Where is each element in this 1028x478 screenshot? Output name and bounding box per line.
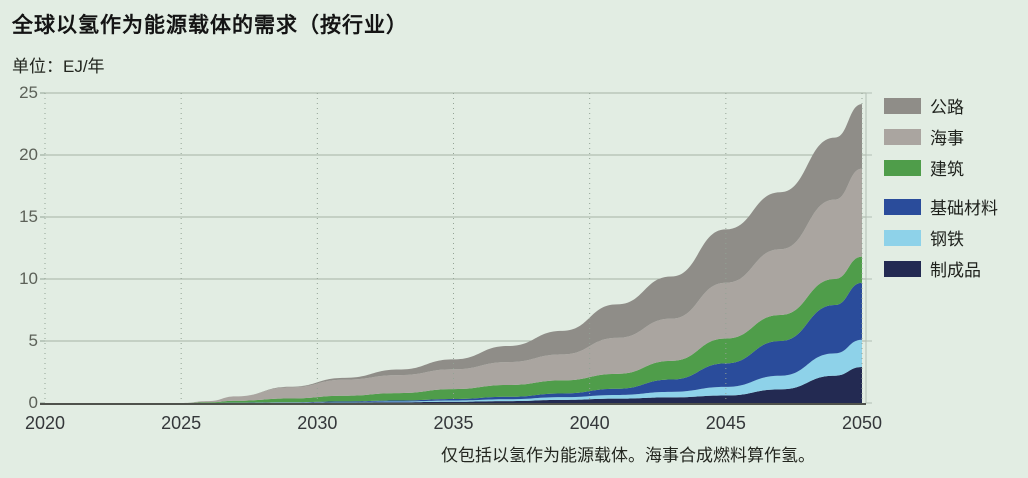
legend: 公路 海事 建筑 基础材料 钢铁 制成品 <box>884 93 998 287</box>
footnote: 仅包括以氢作为能源载体。海事合成燃料算作氢。 <box>441 446 815 465</box>
y-tick-label: 0 <box>28 393 38 412</box>
y-tick-label: 20 <box>19 145 38 164</box>
legend-swatch-manufactured-goods <box>884 260 921 277</box>
x-tick-label: 2030 <box>297 413 338 433</box>
legend-group-transport-buildings: 公路 海事 建筑 <box>884 93 998 180</box>
y-tick-label: 5 <box>28 331 38 350</box>
legend-item-basic-materials: 基础材料 <box>884 194 998 219</box>
y-tick-label: 25 <box>19 83 38 102</box>
legend-swatch-maritime <box>884 128 921 145</box>
legend-item-steel: 钢铁 <box>884 225 998 250</box>
x-tick-label: 2020 <box>24 413 66 433</box>
unit-label: 单位：EJ/年 <box>12 57 105 76</box>
x-tick-label: 2025 <box>161 413 202 433</box>
x-tick-label: 2045 <box>705 413 746 433</box>
legend-swatch-steel <box>884 229 921 246</box>
legend-label-steel: 钢铁 <box>930 230 964 249</box>
legend-label-maritime: 海事 <box>930 129 964 148</box>
legend-label-buildings: 建筑 <box>930 160 964 179</box>
x-tick-label: 2035 <box>433 413 474 433</box>
chart-title: 全球以氢作为能源载体的需求（按行业） <box>12 14 408 37</box>
x-tick-label: 2050 <box>841 413 883 433</box>
y-tick-label: 15 <box>19 207 38 226</box>
legend-label-basic-materials: 基础材料 <box>930 199 998 218</box>
legend-item-manufactured-goods: 制成品 <box>884 256 998 281</box>
legend-item-buildings: 建筑 <box>884 155 998 180</box>
legend-swatch-basic-materials <box>884 198 921 215</box>
legend-label-manufactured-goods: 制成品 <box>930 261 981 280</box>
x-tick-label: 2040 <box>569 413 610 433</box>
legend-swatch-buildings <box>884 159 921 176</box>
y-tick-label: 10 <box>19 269 38 288</box>
legend-swatch-road <box>884 97 921 114</box>
legend-item-maritime: 海事 <box>884 124 998 149</box>
legend-label-road: 公路 <box>930 98 964 117</box>
legend-item-road: 公路 <box>884 93 998 118</box>
legend-group-industry: 基础材料 钢铁 制成品 <box>884 194 998 281</box>
